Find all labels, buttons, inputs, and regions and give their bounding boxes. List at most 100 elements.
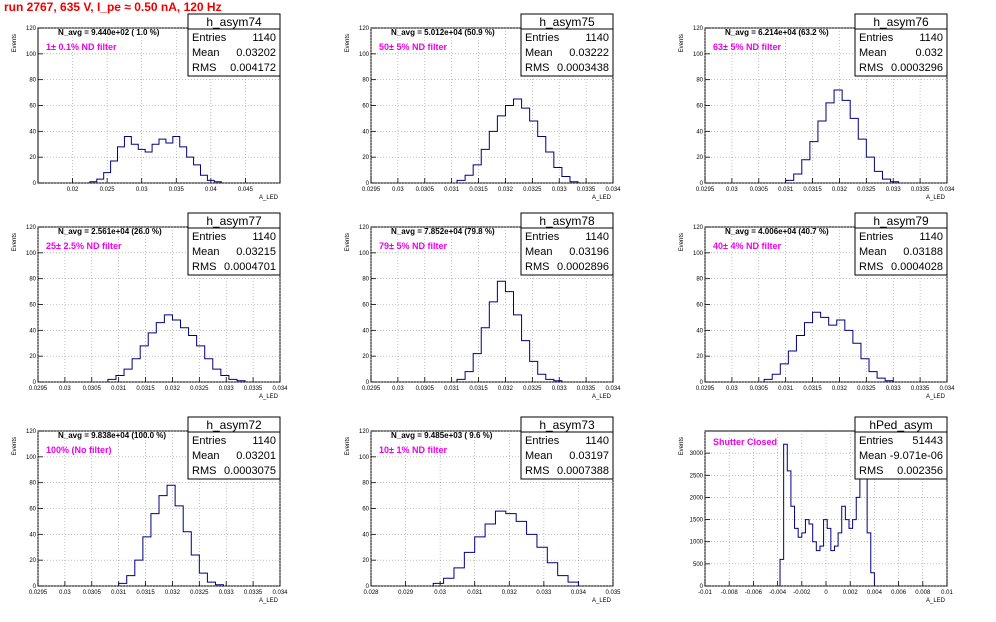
histogram-outline — [107, 314, 246, 382]
histogram-bin — [522, 341, 530, 382]
stat-label: RMS — [192, 261, 216, 273]
histogram-bin — [867, 533, 871, 586]
x-tick-label: 0.0335 — [244, 386, 263, 392]
x-tick-label: 0.03 — [136, 187, 148, 193]
histogram-bin — [853, 520, 857, 586]
histogram-bin — [135, 560, 143, 586]
stat-value: 0.03197 — [569, 450, 609, 462]
histogram-bin — [864, 466, 868, 586]
stat-label: RMS — [859, 261, 883, 273]
x-axis-label: A_LED — [926, 598, 946, 604]
y-tick-label: 60 — [696, 104, 703, 110]
y-tick-label: 120 — [359, 26, 370, 32]
y-tick-label: 20 — [696, 155, 703, 161]
stat-label: RMS — [525, 261, 549, 273]
histogram-bin — [547, 563, 557, 586]
y-tick-label: 100 — [359, 455, 370, 461]
navg-label: N_avg = 9.440e+02 ( 1.0 %) — [58, 28, 160, 37]
histogram-bin — [457, 180, 465, 183]
stats-box-frame — [854, 13, 948, 77]
histogram-bin — [473, 354, 481, 382]
stat-label: Mean — [192, 450, 220, 462]
histogram-bin — [199, 573, 207, 586]
histogram-outline — [763, 311, 894, 382]
y-tick-label: 40 — [362, 532, 369, 538]
y-tick-label: 2000 — [690, 495, 704, 501]
histogram-bin — [180, 147, 187, 183]
x-tick-label: 0.033 — [219, 590, 235, 596]
histogram-bin — [877, 378, 885, 382]
y-tick-label: 0 — [700, 380, 704, 386]
y-axis-label: Events — [345, 437, 351, 455]
histogram-bin — [505, 292, 513, 382]
histogram-bin — [473, 165, 481, 183]
histogram-bin — [444, 578, 454, 586]
histogram-bin — [516, 521, 526, 586]
histogram-panel-h_asym75: 0.0295 0.03 0.0305 0.031 0.0315 0.032 0.0325 0.… — [345, 13, 621, 201]
stats-box: h_asym76 Entries 1140 Mean 0.032 RMS 0.0003296 — [854, 13, 948, 77]
histogram-bin — [788, 351, 796, 382]
histogram-bin — [159, 139, 166, 183]
x-tick-label: 0.004 — [867, 590, 883, 596]
stat-label: Mean — [192, 246, 220, 258]
y-tick-label: 0 — [366, 181, 370, 187]
histogram-bin — [200, 175, 207, 183]
x-tick-label: -0.006 — [745, 590, 763, 596]
histogram-bin — [131, 144, 138, 183]
y-axis-label: Events — [679, 437, 685, 455]
histogram-bin — [787, 471, 791, 586]
x-tick-label: 0.03 — [59, 386, 71, 392]
histogram-bin — [148, 333, 156, 382]
histogram-bin — [821, 317, 829, 382]
histogram-bin — [813, 542, 817, 586]
x-tick-label: 0.0325 — [857, 187, 876, 193]
x-tick-label: 0.0305 — [750, 386, 769, 392]
histogram-bin — [111, 161, 118, 183]
histogram-panel-h_asym72: 0.0295 0.03 0.0305 0.031 0.0315 0.032 0.0325 0.… — [12, 416, 288, 604]
stat-label: Entries — [525, 32, 560, 44]
navg-label: N_avg = 4.006e+04 (40.7 %) — [725, 227, 829, 236]
histogram-bin — [132, 359, 140, 382]
y-tick-label: 40 — [362, 129, 369, 135]
histogram-outline — [779, 439, 875, 586]
histogram-name: h_asym72 — [206, 418, 262, 432]
histogram-bin — [838, 533, 842, 586]
stat-value: 0.0002896 — [557, 261, 609, 273]
x-tick-label: 0.0335 — [577, 187, 596, 193]
run-header: run 2767, 635 V, I_pe ≈ 0.50 nA, 120 Hz — [4, 0, 222, 14]
y-tick-label: 100 — [693, 251, 704, 257]
y-tick-label: 100 — [359, 251, 370, 257]
histogram-name: h_asym77 — [206, 214, 262, 228]
y-tick-label: 20 — [29, 558, 36, 564]
filter-label: 40± 4% ND filter — [713, 241, 781, 251]
histogram-bin — [850, 118, 858, 183]
x-tick-label: 0.03 — [392, 187, 404, 193]
histogram-bin — [809, 524, 813, 586]
histogram-bin — [829, 325, 837, 382]
y-tick-label: 120 — [693, 225, 704, 231]
histogram-bin — [538, 374, 546, 382]
histogram-bin — [164, 315, 172, 382]
x-tick-label: 0.0295 — [29, 386, 48, 392]
x-tick-label: 0.031 — [111, 590, 127, 596]
x-tick-label: 0.032 — [502, 590, 518, 596]
histogram-bin — [207, 582, 215, 586]
histogram-bin — [205, 359, 213, 382]
histogram-bin — [497, 281, 505, 382]
stat-value: 0.032 — [915, 47, 943, 59]
filter-label: 79± 5% ND filter — [379, 241, 447, 251]
histogram-bin — [871, 573, 875, 586]
x-tick-label: 0.03 — [434, 590, 446, 596]
histogram-bin — [861, 359, 869, 382]
x-tick-label: 0.034 — [571, 590, 587, 596]
histogram-bin — [869, 372, 877, 382]
stats-box: h_asym74 Entries 1140 Mean 0.03202 RMS 0.00417… — [187, 13, 281, 77]
x-tick-label: 0.0325 — [523, 386, 542, 392]
x-tick-label: -0.01 — [698, 590, 712, 596]
x-tick-label: 0.032 — [498, 187, 514, 193]
x-tick-label: 0.0335 — [244, 590, 263, 596]
histogram-panel-h_asym77: 0.0295 0.03 0.0305 0.031 0.0315 0.032 0.0325 0.… — [12, 212, 288, 400]
histogram-bin — [514, 315, 522, 382]
x-axis-label: A_LED — [926, 394, 946, 400]
histogram-bin — [138, 149, 145, 183]
